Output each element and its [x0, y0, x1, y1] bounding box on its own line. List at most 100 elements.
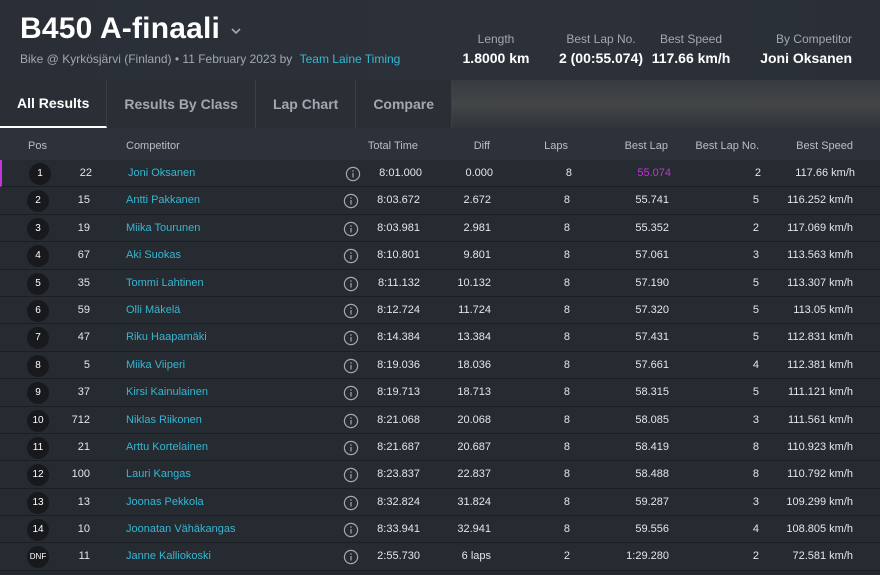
- info-icon[interactable]: [343, 221, 359, 237]
- info-icon[interactable]: [343, 276, 359, 292]
- total-time: 8:23.837: [377, 468, 420, 481]
- results-table: 1 22 Joni Oksanen 8:01.000 0.000 8 55.074 2 117.…: [0, 160, 880, 571]
- results-table-header: Pos Competitor Total Time Diff Laps Best…: [0, 128, 880, 160]
- best-lap-no: 5: [752, 386, 759, 399]
- col-laps[interactable]: Laps: [544, 140, 568, 152]
- position-badge: 8: [27, 354, 49, 377]
- info-icon[interactable]: [343, 303, 359, 319]
- position-badge: DNF: [27, 546, 49, 569]
- table-row[interactable]: 5 35 Tommi Lahtinen 8:11.132 10.132 8 57.190 5 1…: [0, 269, 880, 297]
- table-row[interactable]: 10 712 Niklas Riikonen 8:21.068 20.068 8 58.08…: [0, 406, 880, 434]
- best-speed: 117.66 km/h: [795, 167, 855, 179]
- total-time: 8:32.824: [377, 495, 420, 508]
- best-speed: 113.05 km/h: [793, 303, 853, 316]
- table-row[interactable]: 2 15 Antti Pakkanen 8:03.672 2.672 8 55.741 5 11…: [0, 187, 880, 215]
- laps: 8: [563, 495, 570, 508]
- total-time: 8:12.724: [377, 303, 420, 316]
- table-row[interactable]: 13 13 Joonas Pekkola 8:32.824 31.824 8 59.287 3…: [0, 488, 880, 517]
- col-best-lap[interactable]: Best Lap: [624, 140, 668, 152]
- competitor-number: 47: [77, 331, 90, 344]
- total-time: 8:21.068: [377, 413, 420, 426]
- competitor-name-link[interactable]: Antti Pakkanen: [126, 194, 200, 207]
- best-speed: 116.252 km/h: [787, 194, 853, 207]
- info-icon[interactable]: [343, 440, 359, 456]
- info-icon[interactable]: [343, 495, 359, 511]
- laps: 8: [563, 194, 570, 207]
- total-time: 8:10.801: [377, 249, 420, 262]
- table-row[interactable]: 6 59 Olli Mäkelä 8:12.724 11.724 8 57.320 5 113.…: [0, 296, 880, 325]
- info-icon[interactable]: [343, 549, 359, 565]
- best-lap-no: 2: [752, 221, 759, 234]
- table-row[interactable]: 9 37 Kirsi Kainulainen 8:19.713 18.713 8 58.31…: [0, 379, 880, 407]
- laps: 8: [563, 276, 570, 289]
- competitor-number: 35: [77, 276, 90, 289]
- table-row[interactable]: 12 100 Lauri Kangas 8:23.837 22.837 8 58.488 8 1…: [0, 461, 880, 489]
- tab-compare[interactable]: Compare: [356, 80, 452, 128]
- competitor-name-link[interactable]: Aki Suokas: [126, 249, 182, 262]
- competitor-name-link[interactable]: Tommi Lahtinen: [126, 276, 204, 289]
- col-competitor[interactable]: Competitor: [126, 140, 180, 152]
- competitor-name-link[interactable]: Janne Kalliokoski: [126, 550, 211, 563]
- table-row[interactable]: 11 21 Arttu Kortelainen 8:21.687 20.687 8 58.4…: [0, 433, 880, 462]
- competitor-name-link[interactable]: Miika Tourunen: [126, 221, 201, 234]
- table-row[interactable]: 8 5 Miika Viiperi 8:19.036 18.036 8 57.661 4 112…: [0, 351, 880, 380]
- table-row[interactable]: DNF 11 Janne Kalliokoski 2:55.730 6 laps 2 1:2…: [0, 543, 880, 571]
- table-row[interactable]: 7 47 Riku Haapamäki 8:14.384 13.384 8 57.431 5 1…: [0, 324, 880, 352]
- title-wrap[interactable]: B450 A-finaali: [20, 12, 242, 46]
- best-lap-no: 5: [752, 194, 759, 207]
- chevron-down-icon[interactable]: [230, 25, 242, 37]
- total-time: 8:33.941: [377, 523, 420, 536]
- info-icon[interactable]: [343, 522, 359, 538]
- competitor-name-link[interactable]: Arttu Kortelainen: [126, 440, 208, 453]
- info-icon[interactable]: [343, 358, 359, 374]
- table-row[interactable]: 1 22 Joni Oksanen 8:01.000 0.000 8 55.074 2 117.…: [0, 160, 880, 188]
- competitor-name-link[interactable]: Kirsi Kainulainen: [126, 386, 208, 399]
- position-badge: 9: [27, 382, 49, 405]
- tab-results-by-class[interactable]: Results By Class: [107, 80, 256, 128]
- best-speed: 111.561 km/h: [787, 413, 853, 426]
- best-lap-no: 5: [752, 303, 759, 316]
- tab-lap-chart[interactable]: Lap Chart: [255, 80, 357, 128]
- table-row[interactable]: 3 19 Miika Tourunen 8:03.981 2.981 8 55.352 2 11…: [0, 214, 880, 243]
- table-row[interactable]: 4 67 Aki Suokas 8:10.801 9.801 8 57.061 3 113.56…: [0, 242, 880, 270]
- best-lap-no: 2: [754, 167, 761, 179]
- position-badge: 7: [27, 327, 49, 350]
- diff: 31.824: [457, 495, 491, 508]
- total-time: 8:01.000: [379, 167, 422, 179]
- stat-by-competitor: By Competitor Joni Oksanen: [752, 32, 852, 66]
- tab-all-results[interactable]: All Results: [0, 80, 108, 128]
- best-lap: 57.190: [635, 276, 669, 289]
- organizer-link[interactable]: Team Laine Timing: [299, 52, 401, 66]
- info-icon[interactable]: [345, 166, 361, 182]
- diff: 20.687: [457, 440, 491, 453]
- position-badge: 14: [27, 519, 49, 542]
- competitor-name-link[interactable]: Niklas Riikonen: [126, 413, 202, 426]
- competitor-name-link[interactable]: Olli Mäkelä: [126, 303, 181, 316]
- total-time: 2:55.730: [377, 550, 420, 563]
- competitor-name-link[interactable]: Miika Viiperi: [126, 358, 186, 371]
- diff: 9.801: [463, 249, 491, 262]
- best-lap-no: 3: [752, 495, 759, 508]
- info-icon[interactable]: [343, 385, 359, 401]
- stat-best-lap-label: Best Lap No.: [566, 32, 636, 46]
- info-icon[interactable]: [343, 330, 359, 346]
- total-time: 8:19.036: [377, 358, 420, 371]
- info-icon[interactable]: [343, 413, 359, 429]
- col-diff[interactable]: Diff: [473, 140, 490, 152]
- best-lap-no: 5: [752, 331, 759, 344]
- diff: 22.837: [457, 468, 491, 481]
- competitor-name-link[interactable]: Lauri Kangas: [126, 468, 191, 481]
- info-icon[interactable]: [343, 467, 359, 483]
- info-icon[interactable]: [343, 193, 359, 209]
- competitor-name-link[interactable]: Joonas Pekkola: [126, 495, 204, 508]
- col-pos[interactable]: Pos: [28, 140, 47, 152]
- info-icon[interactable]: [343, 248, 359, 264]
- col-total-time[interactable]: Total Time: [367, 140, 418, 152]
- competitor-name-link[interactable]: Joonatan Vähäkangas: [126, 523, 236, 536]
- competitor-name-link[interactable]: Riku Haapamäki: [126, 331, 207, 344]
- col-best-lap-no[interactable]: Best Lap No.: [695, 140, 759, 152]
- competitor-name-link[interactable]: Joni Oksanen: [128, 167, 196, 179]
- competitor-number: 13: [77, 495, 90, 508]
- col-best-speed[interactable]: Best Speed: [796, 140, 853, 152]
- table-row[interactable]: 14 10 Joonatan Vähäkangas 8:33.941 32.941 8 59…: [0, 516, 880, 544]
